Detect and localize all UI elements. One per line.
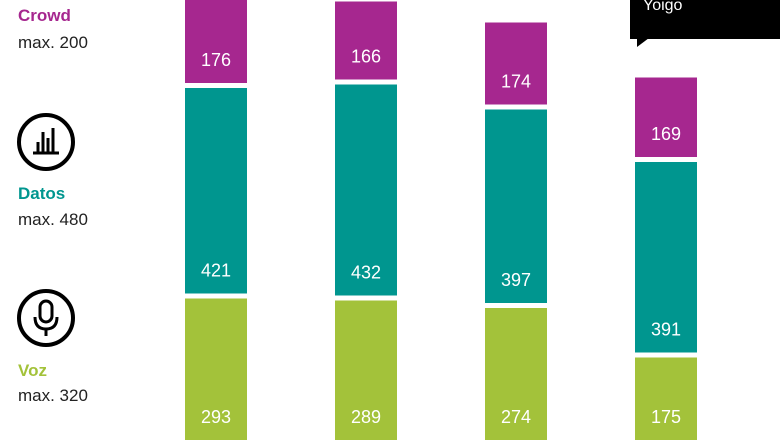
bar-voz-4	[635, 357, 697, 440]
bar-voz-1	[185, 298, 247, 440]
legend-crowd-title: Crowd	[18, 6, 71, 25]
legend-crowd-max: max. 200	[18, 33, 88, 52]
bar-label-datos-4: 391	[651, 320, 681, 340]
bar-label-crowd-3: 174	[501, 72, 531, 92]
bar-crowd-4	[635, 77, 697, 157]
callout-box	[630, 0, 780, 39]
bar-crowd-1	[185, 0, 247, 83]
bar-label-voz-3: 274	[501, 407, 531, 427]
bar-datos-4	[635, 162, 697, 353]
bar-datos-2	[335, 84, 397, 296]
bar-label-crowd-1: 176	[201, 50, 231, 70]
chart-bars: 293 421 176 289 432 166 274 397 174 175 391 169	[185, 0, 697, 440]
legend-datos-max: max. 480	[18, 210, 88, 229]
legend-datos-title: Datos	[18, 184, 66, 203]
bar-crowd-2	[335, 1, 397, 80]
bar-datos-3	[485, 109, 547, 303]
callout-label: Yoigo	[643, 0, 683, 14]
bar-crowd-3	[485, 22, 547, 105]
bar-label-crowd-4: 169	[651, 124, 681, 144]
bar-label-crowd-2: 166	[351, 47, 381, 67]
bar-label-datos-3: 397	[501, 270, 531, 290]
microphone-icon	[17, 289, 75, 347]
bar-label-datos-1: 421	[201, 261, 231, 281]
bar-label-datos-2: 432	[351, 263, 381, 283]
bar-voz-3	[485, 308, 547, 440]
yoigo-callout: Yoigo	[630, 0, 780, 47]
legend-voz-max: max. 320	[18, 386, 88, 405]
bar-voz-2	[335, 300, 397, 440]
bar-label-voz-2: 289	[351, 407, 381, 427]
bar-datos-1	[185, 88, 247, 294]
legend-voz-title: Voz	[18, 361, 47, 380]
bar-chart-icon	[17, 113, 75, 171]
callout-pointer	[637, 38, 649, 47]
bar-label-voz-4: 175	[651, 407, 681, 427]
bar-label-voz-1: 293	[201, 407, 231, 427]
